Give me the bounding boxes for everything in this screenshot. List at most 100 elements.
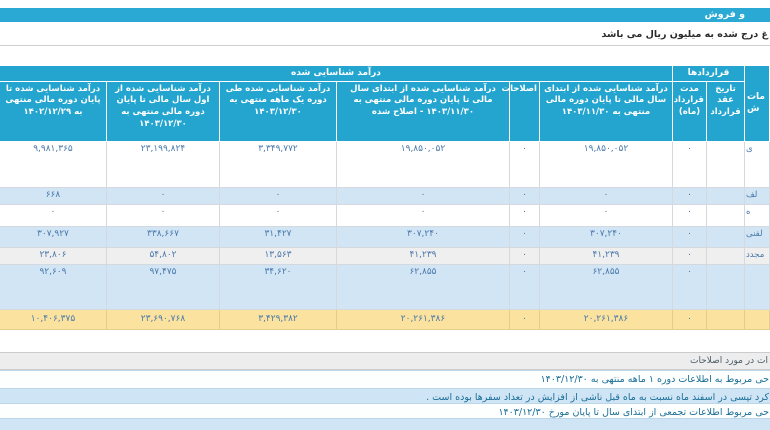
bottom-strip [0, 418, 770, 430]
col-header-revenue-one-month: درآمد شناسایی شده طی دوره یک ماهه منتهی … [218, 80, 337, 142]
note-text: حی مربوط اطلاعات تجمعی از ابتدای سال تا … [498, 406, 769, 418]
col-header-adjustments: اصلاحات [502, 80, 540, 142]
table-cell: ۰ [508, 308, 540, 330]
spacer [0, 46, 770, 65]
table-cell: ۹۲,۶۰۹ [0, 263, 107, 310]
table-cell: مجدد [744, 246, 770, 265]
table-cell: ۰ [105, 186, 220, 205]
table-cell [706, 225, 745, 248]
table-cell: ۹۷,۴۷۵ [105, 263, 220, 310]
table-cell: ۰ [508, 203, 540, 227]
table-cell: ۰ [105, 203, 220, 227]
table-cell: ۳۰۷,۲۴۰ [538, 225, 673, 248]
table-cell: ۰ [671, 263, 708, 310]
table-cell: ۰ [508, 263, 540, 310]
table-cell: ۲۳,۶۹۰,۷۶۸ [105, 308, 220, 330]
header-columns-row: تاریخ عقد قرارداد مدت قرارداد (ماه) درآم… [0, 80, 770, 142]
table-cell [744, 263, 770, 310]
table-cell: ۱۰,۴۰۶,۳۷۵ [0, 308, 107, 330]
table-cell: لف [744, 186, 770, 205]
col-header-revenue-fy-to-12-30: درآمد شناسایی شده از اول سال مالی تا پای… [105, 80, 220, 142]
table-cell: ۹,۹۸۱,۳۶۵ [0, 140, 107, 188]
table-row: لفنی ۰ ۳۰۷,۲۴۰ ۰ ۳۰۷,۲۴۰ ۳۱,۴۲۷ ۳۳۸,۶۶۷ … [0, 225, 770, 248]
table-cell [706, 203, 745, 227]
table-cell [706, 246, 745, 265]
table-cell: ۱۳,۵۶۳ [218, 246, 337, 265]
col-header-revenue-to-prev-fy-end: درآمد شناسایی شده تا پایان دوره مالی منت… [0, 80, 107, 142]
report-title-bar: و فروش [0, 8, 770, 22]
table-cell: ۰ [671, 308, 708, 330]
table-cell: ۰ [671, 140, 708, 188]
col-header-contract-duration: مدت قرارداد (ماه) [671, 80, 708, 142]
table-cell: ۰ [538, 203, 673, 227]
col-header-revenue-fy-to-11-30-adjusted: درآمد شناسایی شده از ابتدای سال مالی تا … [335, 80, 510, 142]
table-cell: ۳۱,۴۲۷ [218, 225, 337, 248]
table-cell: ۶۲,۸۵۵ [538, 263, 673, 310]
table-cell: ۴۱,۲۳۹ [335, 246, 510, 265]
table-cell: ۳,۳۴۹,۷۷۲ [218, 140, 337, 188]
table-row: ه ۰ ۰ ۰ ۰ ۰ ۰ ۰ [0, 203, 770, 227]
table-cell: ۵۴,۸۰۲ [105, 246, 220, 265]
col-header-description: مات ش [744, 65, 770, 142]
table-cell: ۰ [335, 186, 510, 205]
table-cell: ۰ [508, 140, 540, 188]
note-row: حی مربوط اطلاعات تجمعی از ابتدای سال تا … [0, 403, 770, 419]
table-cell [706, 186, 745, 205]
table-cell: لفنی [744, 225, 770, 248]
table-cell: ۱۹,۸۵۰,۰۵۲ [335, 140, 510, 188]
table-row: ۰ ۶۲,۸۵۵ ۰ ۶۲,۸۵۵ ۳۴,۶۲۰ ۹۷,۴۷۵ ۹۲,۶۰۹ [0, 263, 770, 310]
table-cell: ۳۰۷,۲۴۰ [335, 225, 510, 248]
notes-section-header: ات در مورد اصلاحات [0, 351, 770, 370]
total-row: ۰ ۲۰,۲۶۱,۳۸۶ ۰ ۲۰,۲۶۱,۳۸۶ ۳,۴۲۹,۳۸۲ ۲۳,۶… [0, 308, 770, 330]
report-title: و فروش [704, 9, 745, 20]
note-row: کرد تپسی در اسفند ماه نسبت به ماه قبل نا… [0, 388, 770, 404]
note-row: حی مربوط به اطلاعات دوره ۱ ماهه منتهی به… [0, 369, 770, 389]
table-cell: ۳۴,۶۲۰ [218, 263, 337, 310]
table-cell: ۰ [218, 203, 337, 227]
units-note-row: غ درج شده به میلیون ریال می باشد [0, 22, 770, 46]
table-cell [706, 308, 745, 330]
group-header-contracts: قراردادها [671, 65, 746, 82]
table-cell: ۰ [508, 186, 540, 205]
group-header-revenue: درآمد شناسایی شده [0, 65, 673, 82]
col-header-description-line2: ش [747, 104, 760, 115]
note-text: حی مربوط به اطلاعات دوره ۱ ماهه منتهی به… [540, 373, 769, 385]
spacer [0, 330, 770, 352]
table-cell: ۶۲,۸۵۵ [335, 263, 510, 310]
table-cell: ۶۶۸ [0, 186, 107, 205]
table-cell: ۲۳,۸۰۶ [0, 246, 107, 265]
table-cell: ۰ [508, 225, 540, 248]
table-cell: ۱۹,۸۵۰,۰۵۲ [538, 140, 673, 188]
table-cell: ۰ [335, 203, 510, 227]
table-cell: ۲۰,۲۶۱,۳۸۶ [538, 308, 673, 330]
table-cell [706, 263, 745, 310]
units-note: غ درج شده به میلیون ریال می باشد [601, 29, 768, 40]
table-cell: ۳,۴۲۹,۳۸۲ [218, 308, 337, 330]
table-cell: ۰ [508, 246, 540, 265]
table-cell: ۰ [671, 246, 708, 265]
col-header-revenue-fy-to-11-30: درآمد شناسایی شده از ابتدای سال مالی تا … [538, 80, 673, 142]
table-cell [744, 308, 770, 330]
table-cell: ۳۰۷,۹۲۷ [0, 225, 107, 248]
header-group-row: مات ش قراردادها درآمد شناسایی شده [0, 65, 770, 142]
table-cell: ۰ [538, 186, 673, 205]
note-text: کرد تپسی در اسفند ماه نسبت به ماه قبل نا… [426, 391, 769, 403]
table-cell: ۰ [671, 225, 708, 248]
table-cell: ۰ [671, 203, 708, 227]
table-row: مجدد ۰ ۴۱,۲۳۹ ۰ ۴۱,۲۳۹ ۱۳,۵۶۳ ۵۴,۸۰۲ ۲۳,… [0, 246, 770, 265]
table-cell: ۰ [218, 186, 337, 205]
table-cell: ی [744, 140, 770, 188]
table-row: لف ۰ ۰ ۰ ۰ ۰ ۰ ۶۶۸ [0, 186, 770, 205]
table-cell: ه [744, 203, 770, 227]
table-cell: ۲۰,۲۶۱,۳۸۶ [335, 308, 510, 330]
table-cell: ۳۳۸,۶۶۷ [105, 225, 220, 248]
table-cell: ۰ [0, 203, 107, 227]
table-cell: ۴۱,۲۳۹ [538, 246, 673, 265]
table-cell: ۲۳,۱۹۹,۸۲۴ [105, 140, 220, 188]
col-header-contract-date: تاریخ عقد قرارداد [706, 80, 745, 142]
table-cell: ۰ [671, 186, 708, 205]
col-header-description-line1: مات [747, 92, 765, 103]
table-cell [706, 140, 745, 188]
table-row: ی ۰ ۱۹,۸۵۰,۰۵۲ ۰ ۱۹,۸۵۰,۰۵۲ ۳,۳۴۹,۷۷۲ ۲۳… [0, 140, 770, 188]
